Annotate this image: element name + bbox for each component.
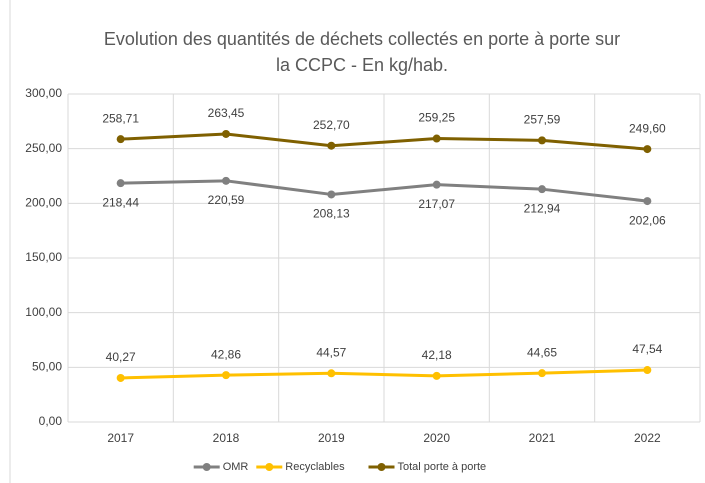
data-label: 252,70 xyxy=(313,118,350,132)
data-label: 258,71 xyxy=(102,111,139,125)
marker xyxy=(538,185,546,194)
x-tick-label: 2020 xyxy=(423,431,450,445)
data-label: 42,86 xyxy=(211,347,241,361)
chart-title: Evolution des quantités de déchets colle… xyxy=(104,29,620,49)
data-label: 249,60 xyxy=(629,121,666,135)
data-label: 263,45 xyxy=(208,106,245,120)
marker xyxy=(538,136,546,145)
data-label: 202,06 xyxy=(629,213,666,227)
y-tick-label: 150,00 xyxy=(25,250,62,264)
x-tick-label: 2019 xyxy=(318,431,345,445)
x-tick-label: 2021 xyxy=(529,431,556,445)
data-label: 44,57 xyxy=(316,345,346,359)
data-label: 208,13 xyxy=(313,207,350,221)
marker xyxy=(432,180,441,189)
y-tick-label: 50,00 xyxy=(32,360,62,374)
legend-marker xyxy=(377,463,386,471)
marker xyxy=(643,145,652,154)
data-label: 47,54 xyxy=(632,342,662,356)
data-label: 257,59 xyxy=(524,113,561,127)
series-line xyxy=(120,132,648,151)
marker xyxy=(432,134,441,143)
y-tick-label: 300,00 xyxy=(25,86,62,100)
marker xyxy=(116,135,125,144)
data-label: 259,25 xyxy=(418,111,455,125)
marker xyxy=(116,179,125,188)
marker xyxy=(222,371,230,380)
data-label: 220,59 xyxy=(208,193,245,207)
marker xyxy=(222,176,230,185)
data-label: 44,65 xyxy=(527,345,557,359)
data-label: 217,07 xyxy=(418,197,455,211)
marker xyxy=(432,371,441,380)
marker xyxy=(327,190,336,199)
legend-label: Recyclables xyxy=(285,461,345,473)
x-tick-label: 2018 xyxy=(213,431,240,445)
series-line xyxy=(120,368,648,380)
marker xyxy=(643,197,652,206)
marker xyxy=(116,373,125,382)
series-line xyxy=(120,179,648,203)
legend-marker xyxy=(265,463,274,471)
marker xyxy=(643,366,652,375)
x-tick-label: 2022 xyxy=(634,431,661,445)
marker xyxy=(222,129,230,138)
y-tick-label: 0,00 xyxy=(39,414,63,428)
marker xyxy=(327,369,336,378)
y-tick-label: 250,00 xyxy=(25,141,62,155)
marker xyxy=(538,369,546,378)
marker xyxy=(327,141,336,150)
data-label: 42,18 xyxy=(422,348,452,362)
x-tick-label: 2017 xyxy=(107,431,134,445)
chart-title: la CCPC - En kg/hab. xyxy=(276,55,448,75)
y-tick-label: 200,00 xyxy=(25,196,62,210)
legend-label: OMR xyxy=(223,461,249,473)
data-label: 212,94 xyxy=(524,201,561,215)
data-label: 40,27 xyxy=(106,350,136,364)
y-tick-label: 100,00 xyxy=(25,305,62,319)
data-label: 218,44 xyxy=(102,195,139,209)
legend-marker xyxy=(202,463,211,471)
legend-label: Total porte à porte xyxy=(398,461,487,473)
